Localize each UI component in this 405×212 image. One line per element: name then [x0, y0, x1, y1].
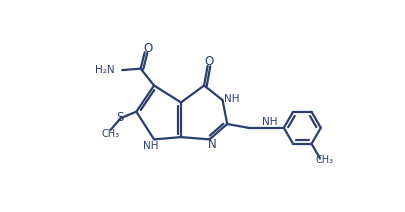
- Text: O: O: [143, 42, 152, 55]
- Text: NH: NH: [143, 141, 159, 151]
- Text: H₂N: H₂N: [95, 65, 115, 75]
- Text: NH: NH: [262, 117, 278, 127]
- Text: O: O: [205, 56, 214, 68]
- Text: CH₃: CH₃: [315, 155, 334, 165]
- Text: S: S: [116, 111, 124, 124]
- Text: NH: NH: [224, 93, 240, 104]
- Text: N: N: [208, 138, 217, 151]
- Text: CH₃: CH₃: [102, 130, 120, 139]
